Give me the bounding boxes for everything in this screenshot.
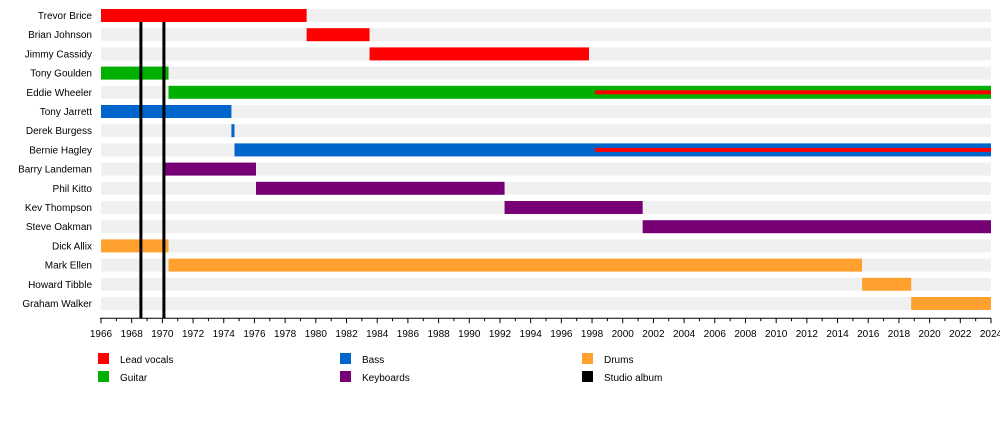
- x-tick-label: 1984: [366, 329, 389, 340]
- x-tick-label: 1978: [274, 329, 297, 340]
- x-tick-label: 1994: [520, 329, 543, 340]
- bar-guitar: [101, 66, 169, 80]
- row-background: [101, 297, 991, 310]
- legend-label-vocals: Lead vocals: [120, 355, 173, 366]
- bar-keys: [504, 201, 643, 214]
- bar-vocals-secondary: [595, 90, 991, 95]
- legend-swatch-keys: [340, 371, 351, 382]
- bar-vocals: [369, 47, 589, 61]
- studio-album-line: [139, 22, 143, 319]
- legend-swatch-vocals: [98, 353, 109, 364]
- x-tick-label: 1986: [397, 329, 420, 340]
- x-tick-label: 1972: [182, 329, 205, 340]
- member-name: Mark Ellen: [45, 261, 92, 272]
- legend-swatch-bass: [340, 353, 351, 364]
- row-background: [101, 181, 991, 195]
- member-name: Jimmy Cassidy: [25, 49, 92, 60]
- member-name: Bernie Hagley: [29, 145, 92, 156]
- x-tick-label: 1970: [151, 329, 174, 340]
- bar-drums: [862, 277, 912, 291]
- legend-label-bass: Bass: [362, 355, 384, 366]
- member-name: Howard Tibble: [28, 280, 92, 291]
- member-name: Dick Allix: [52, 241, 92, 252]
- bar-drums: [911, 297, 991, 310]
- x-tick-label: 1980: [305, 329, 328, 340]
- x-tick-label: 1990: [458, 329, 481, 340]
- legend-label-album: Studio album: [604, 373, 662, 384]
- x-tick-label: 1996: [550, 329, 573, 340]
- x-tick-label: 2010: [765, 329, 788, 340]
- x-tick-label: 1988: [427, 329, 450, 340]
- bar-vocals: [101, 9, 307, 22]
- bar-drums: [168, 258, 863, 272]
- x-tick-label: 1992: [489, 329, 512, 340]
- row-background: [101, 124, 991, 138]
- bar-drums: [101, 239, 169, 253]
- legend-label-keys: Keyboards: [362, 373, 410, 384]
- row-background: [101, 277, 991, 291]
- bar-bass: [231, 124, 235, 138]
- x-tick-label: 1982: [335, 329, 358, 340]
- member-name: Graham Walker: [22, 299, 92, 310]
- bar-keys: [642, 220, 991, 234]
- x-tick-label: 1998: [581, 329, 604, 340]
- member-name: Tony Goulden: [30, 69, 92, 80]
- x-tick-label: 2004: [673, 329, 696, 340]
- legend-label-guitar: Guitar: [120, 373, 148, 384]
- x-tick-label: 1974: [213, 329, 236, 340]
- row-background: [101, 162, 991, 176]
- x-tick-label: 1976: [243, 329, 266, 340]
- member-name: Derek Burgess: [26, 126, 92, 137]
- legend-swatch-album: [582, 371, 593, 382]
- x-tick-label: 2002: [642, 329, 665, 340]
- studio-album-line: [162, 22, 166, 319]
- row-background: [101, 105, 991, 118]
- bar-keys: [255, 181, 505, 195]
- legend-swatch-drums: [582, 353, 593, 364]
- bar-vocals-secondary: [595, 147, 991, 152]
- x-tick-label: 2000: [612, 329, 635, 340]
- x-tick-label: 2024: [980, 329, 1000, 340]
- x-tick-label: 1968: [121, 329, 144, 340]
- member-name: Tony Jarrett: [40, 107, 92, 118]
- x-tick-label: 2018: [888, 329, 911, 340]
- bar-vocals: [306, 28, 370, 42]
- row-background: [101, 9, 991, 22]
- x-tick-label: 1966: [90, 329, 113, 340]
- member-name: Brian Johnson: [28, 30, 92, 41]
- member-name: Eddie Wheeler: [26, 88, 92, 99]
- x-tick-label: 2012: [796, 329, 819, 340]
- x-tick-label: 2016: [857, 329, 880, 340]
- member-name: Phil Kitto: [53, 184, 93, 195]
- member-name: Kev Thompson: [25, 203, 92, 214]
- row-background: [101, 239, 991, 253]
- legend-label-drums: Drums: [604, 355, 633, 366]
- member-name: Barry Landeman: [18, 165, 92, 176]
- member-name: Trevor Brice: [38, 11, 93, 22]
- legend-swatch-guitar: [98, 371, 109, 382]
- x-tick-label: 2014: [826, 329, 849, 340]
- row-background: [101, 66, 991, 80]
- bar-guitar: [168, 85, 992, 99]
- x-tick-label: 2022: [949, 329, 972, 340]
- x-tick-label: 2008: [734, 329, 757, 340]
- bar-bass: [101, 105, 232, 118]
- member-name: Steve Oakman: [26, 222, 92, 233]
- x-tick-label: 2006: [704, 329, 727, 340]
- bar-keys: [163, 162, 256, 176]
- row-background: [101, 28, 991, 42]
- x-tick-label: 2020: [918, 329, 941, 340]
